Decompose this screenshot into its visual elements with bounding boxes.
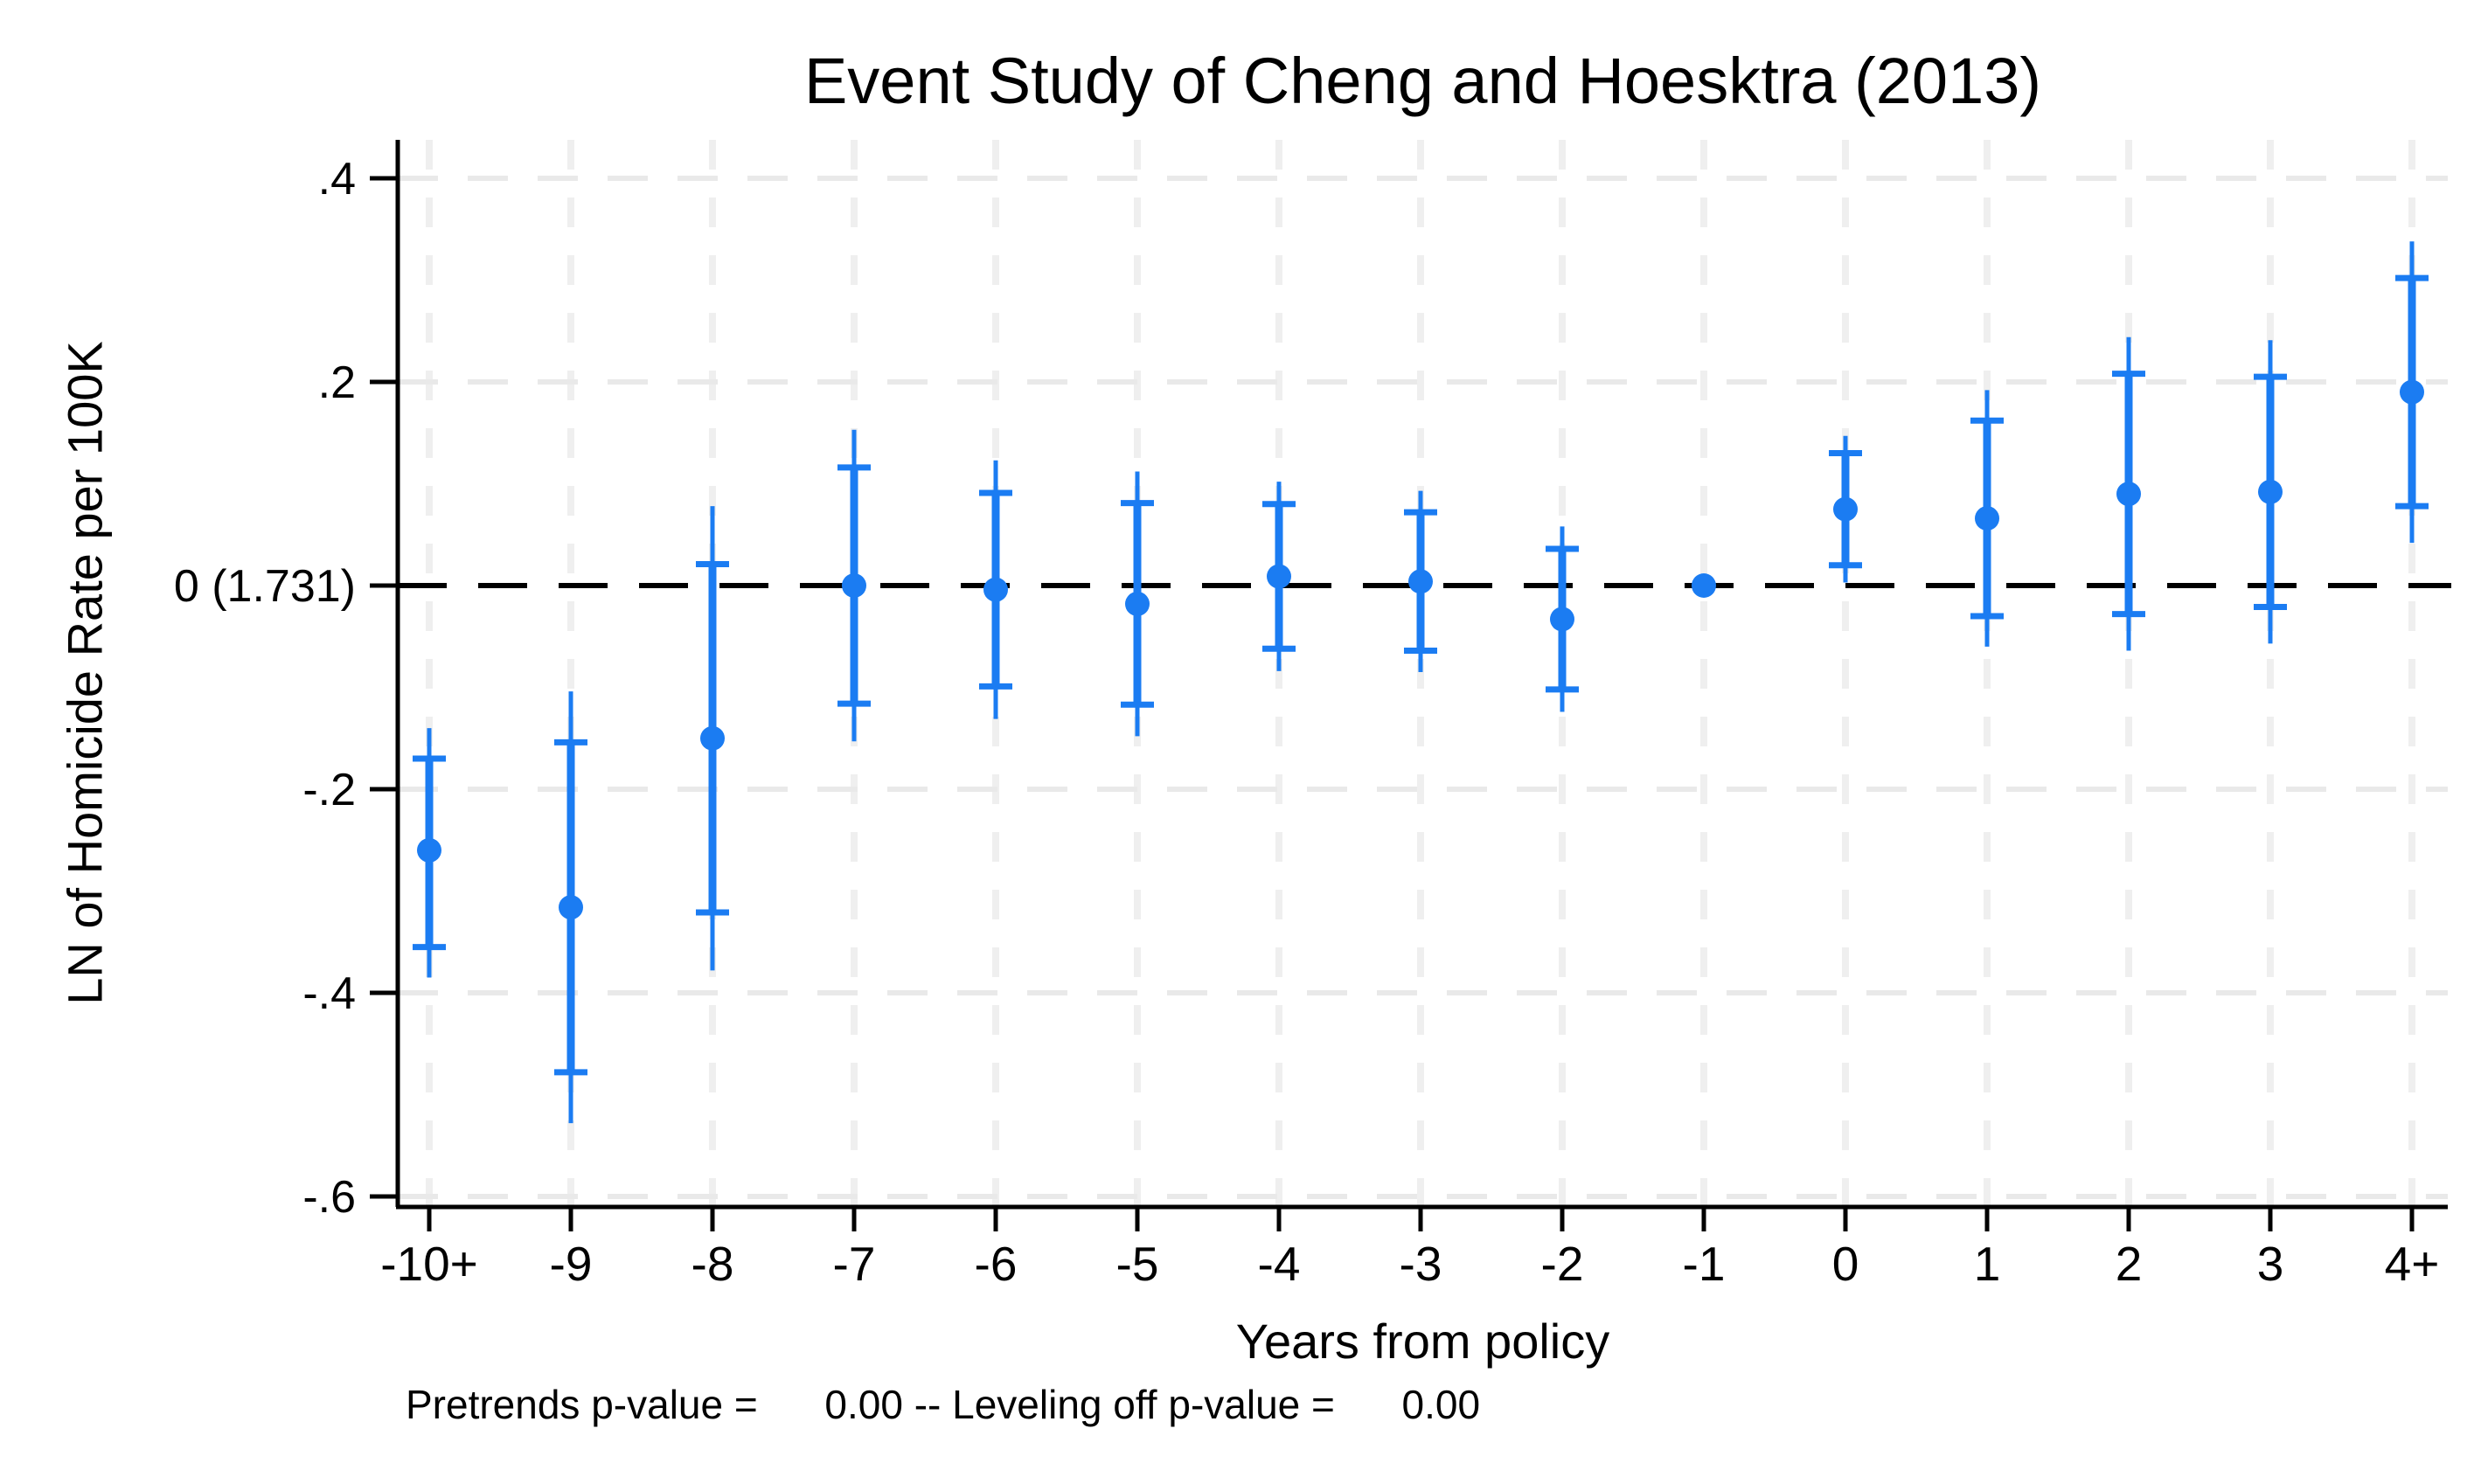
y-tick-label: .4 <box>318 154 356 205</box>
point-marker <box>2116 482 2141 507</box>
x-tick-label: 4+ <box>2385 1237 2440 1291</box>
chart-title: Event Study of Cheng and Hoesktra (2013) <box>803 45 2042 117</box>
x-tick-label: -2 <box>1541 1237 1584 1291</box>
x-tick-label: 2 <box>2116 1237 2143 1291</box>
point-marker <box>2258 479 2283 504</box>
point-marker <box>842 573 866 598</box>
x-tick-label: -4 <box>1258 1237 1301 1291</box>
x-tick-label: -1 <box>1683 1237 1726 1291</box>
y-axis-title: LN of Homicide Rate per 100K <box>57 341 113 1005</box>
x-tick-label: 0 <box>1832 1237 1859 1291</box>
x-axis-title: Years from policy <box>1235 1314 1610 1369</box>
x-tick-label: 1 <box>1974 1237 2001 1291</box>
point-marker <box>1550 607 1574 632</box>
y-tick-label: -.2 <box>302 765 356 815</box>
point-marker <box>1833 496 1858 522</box>
y-tick-label: -.4 <box>302 968 356 1019</box>
point-marker <box>1692 573 1716 598</box>
x-tick-label: 3 <box>2257 1237 2284 1291</box>
y-tick-label: 0 (1.731) <box>174 561 356 612</box>
point-marker <box>983 577 1008 602</box>
pvalue-footnote: Pretrends p-value = 0.00 -- Leveling off… <box>406 1382 1481 1427</box>
x-tick-label: -3 <box>1400 1237 1442 1291</box>
point-marker <box>1975 506 1999 531</box>
x-tick-label: -7 <box>833 1237 876 1291</box>
point-marker <box>559 895 583 920</box>
point-marker <box>1408 569 1433 594</box>
point-marker <box>1125 591 1150 616</box>
point-marker <box>417 837 441 863</box>
point-marker <box>700 725 725 751</box>
x-tick-label: -6 <box>975 1237 1018 1291</box>
x-tick-label: -8 <box>691 1237 734 1291</box>
x-tick-label: -9 <box>550 1237 593 1291</box>
point-marker <box>1267 564 1291 589</box>
x-tick-label: -5 <box>1116 1237 1159 1291</box>
point-marker <box>2400 379 2424 405</box>
x-tick-label: -10+ <box>380 1237 478 1291</box>
y-tick-label: -.6 <box>302 1172 356 1223</box>
y-tick-label: .2 <box>318 357 356 408</box>
